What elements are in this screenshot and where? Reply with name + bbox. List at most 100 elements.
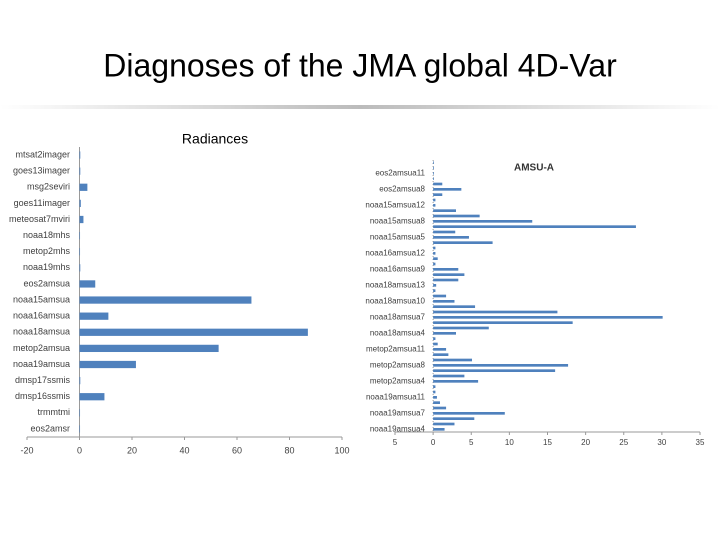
bar: [79, 248, 81, 256]
x-tick-label: 0: [77, 445, 82, 455]
bar: [433, 305, 476, 308]
bar: [79, 360, 136, 369]
bar: [79, 328, 308, 336]
x-tick-label: 40: [179, 445, 189, 455]
bar: [433, 220, 533, 223]
bar: [433, 342, 438, 346]
y-tick-label: noaa19mhs: [23, 262, 71, 272]
x-tick-label: 20: [581, 438, 590, 447]
y-tick-label: metop2amsua11: [366, 344, 426, 353]
bar: [433, 417, 475, 420]
y-tick-label: noaa18mhs: [23, 230, 71, 240]
bar: [79, 167, 81, 175]
bar: [79, 393, 105, 401]
bar: [79, 344, 219, 353]
bar: [433, 230, 456, 234]
bar: [79, 312, 109, 320]
x-tick-label: 20: [127, 445, 137, 455]
y-tick-label: msg2seviri: [27, 182, 70, 192]
bar: [79, 409, 81, 417]
bar: [433, 353, 449, 356]
bar: [433, 326, 489, 330]
x-tick-label: -20: [20, 445, 33, 455]
bar: [433, 337, 436, 340]
bar: [433, 177, 434, 180]
bar: [433, 289, 436, 292]
y-tick-label: metop2amsua: [13, 343, 70, 353]
y-tick-label: noaa18amsua7: [370, 312, 426, 321]
y-tick-label: eos2amsua: [23, 278, 70, 288]
bar: [433, 278, 459, 282]
bar: [433, 406, 447, 410]
bar: [433, 310, 558, 314]
y-tick-label: goes13imager: [13, 166, 70, 176]
x-tick-label: 25: [619, 438, 628, 447]
y-tick-label: goes11imager: [14, 198, 70, 208]
bar: [433, 374, 465, 378]
y-tick-label: noaa18amsua4: [370, 328, 426, 337]
bar: [433, 422, 455, 426]
title-rule: [0, 105, 720, 109]
bar: [79, 280, 96, 288]
y-tick-label: noaa18amsua13: [365, 280, 425, 289]
y-tick-label: mtsat2imager: [15, 149, 70, 159]
bar: [79, 264, 81, 272]
bar: [433, 161, 434, 164]
bar: [433, 358, 473, 362]
bar: [433, 294, 447, 298]
bar: [433, 321, 573, 324]
bar: [433, 246, 436, 250]
y-tick-label: noaa15amsua5: [370, 232, 426, 241]
x-tick-label: 5: [393, 438, 398, 447]
chart-title: AMSU-A: [514, 163, 554, 174]
bar: [433, 225, 636, 228]
bar: [79, 231, 81, 240]
bar: [79, 199, 81, 208]
bar: [433, 401, 440, 404]
bar: [433, 172, 434, 175]
y-tick-label: dmsp16ssmis: [15, 391, 71, 401]
x-tick-label: 0: [431, 438, 436, 447]
x-tick-label: 35: [696, 438, 705, 447]
y-tick-label: metop2amsua4: [370, 376, 426, 385]
y-tick-label: noaa19amsua4: [370, 424, 426, 433]
y-tick-label: noaa18amsua10: [365, 296, 425, 305]
bar: [433, 348, 447, 351]
y-tick-label: eos2amsua11: [375, 168, 425, 177]
y-tick-label: trmmtmi: [38, 407, 71, 417]
y-tick-label: dmsp17ssmis: [15, 375, 71, 385]
bar: [79, 183, 88, 191]
y-tick-label: noaa15amsua8: [370, 216, 426, 225]
y-tick-label: metop2amsua8: [370, 360, 426, 369]
x-tick-label: 60: [232, 445, 242, 455]
bar: [433, 385, 436, 388]
bar: [433, 188, 462, 191]
bar: [433, 412, 505, 415]
bar: [433, 396, 437, 399]
bar: [433, 369, 556, 372]
bar: [433, 257, 438, 260]
bar: [433, 198, 436, 202]
x-tick-label: 80: [284, 445, 294, 455]
bar: [433, 262, 436, 266]
bar: [433, 364, 569, 367]
bar: [433, 332, 456, 335]
y-tick-label: noaa16amsua12: [365, 248, 425, 257]
y-tick-label: noaa16amsua: [13, 311, 70, 321]
bar: [433, 214, 480, 218]
y-tick-label: eos2amsr: [30, 423, 70, 433]
bar: [433, 193, 443, 196]
bar: [433, 268, 459, 271]
bar: [79, 296, 252, 304]
x-tick-label: 10: [505, 438, 514, 447]
bar: [79, 425, 81, 433]
y-tick-label: noaa18amsua: [13, 327, 70, 337]
x-tick-label: 5: [469, 438, 474, 447]
y-tick-label: meteosat7mviri: [9, 214, 70, 224]
bar: [433, 204, 436, 207]
bar: [433, 273, 465, 276]
x-tick-label: 100: [334, 445, 349, 455]
bar: [433, 241, 493, 244]
slide-title: Diagnoses of the JMA global 4D-Var: [103, 47, 617, 83]
y-tick-label: noaa15amsua12: [365, 200, 425, 209]
